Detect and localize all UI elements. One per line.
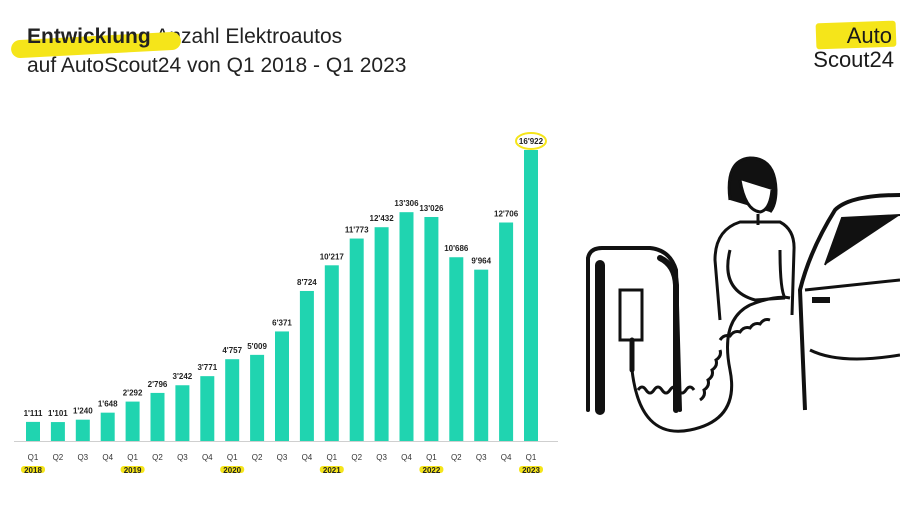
chart-title: Entwicklung Anzahl Elektroautos auf Auto… [10,22,407,80]
bar-16 [424,216,439,441]
title-rest: Anzahl Elektroautos [150,25,343,48]
quarter-label-11: Q4 [302,453,313,462]
value-label-9: 5'009 [247,342,267,351]
bar-11 [299,290,314,441]
quarter-label-12: Q1 [326,453,337,462]
quarter-label-17: Q2 [451,453,462,462]
quarter-label-5: Q2 [152,453,163,462]
car-drawing [797,193,900,411]
year-label-1: 2019 [124,466,142,475]
quarter-label-18: Q3 [476,453,487,462]
bar-8 [225,359,240,441]
value-label-19: 12'706 [494,210,519,219]
bar-3 [100,412,115,441]
bar-10 [275,331,289,441]
logo-line-1: Auto [846,23,892,48]
quarter-label-1: Q2 [53,453,64,462]
woman-drawing [713,156,796,321]
year-highlight-2 [220,466,245,473]
quarter-label-2: Q3 [77,453,88,462]
value-label-4: 2'292 [123,389,143,398]
quarter-label-7: Q4 [202,453,213,462]
value-label-0: 1'111 [24,409,43,418]
bar-13 [349,238,364,441]
value-label-18: 9'964 [471,257,491,266]
bar-18 [474,269,489,441]
quarter-label-6: Q3 [177,453,188,462]
value-label-13: 11'773 [345,226,369,235]
quarter-label-9: Q2 [252,453,263,462]
charging-station-drawing [586,246,682,415]
bar-1 [50,422,65,441]
quarter-label-3: Q4 [102,453,113,462]
year-highlight-5 [519,466,543,473]
year-label-3: 2021 [323,466,341,475]
bar-19 [499,222,514,441]
value-label-3: 1'648 [98,400,118,409]
value-label-5: 2'796 [148,380,168,389]
quarter-label-16: Q1 [426,453,437,462]
value-label-7: 3'771 [197,363,217,372]
value-label-15: 13'306 [394,199,419,208]
logo-line-2: Scout24 [813,47,894,72]
bar-chart: 1'111 Q1 1'101 Q2 1'240 Q3 1'648 Q4 2'292 Q1 2'796… [14,132,558,475]
charging-cable-drawing [630,295,791,433]
value-label-11: 8'724 [297,278,317,287]
year-highlight-1 [120,466,145,473]
value-label-20: 16'922 [519,137,544,146]
bar-6 [175,385,190,441]
value-label-17: 10'686 [444,244,469,253]
bar-14 [374,227,389,441]
autoscout24-logo: Auto Scout24 [790,18,900,74]
bar-4 [125,401,140,441]
title-highlight: Entwicklung [10,25,182,59]
year-label-4: 2022 [423,466,441,475]
title-line-1: Entwicklung Anzahl Elektroautos [10,22,406,59]
quarter-label-10: Q3 [277,453,288,462]
bar-20 [524,150,538,441]
value-label-16: 13'026 [419,204,444,213]
quarter-label-4: Q1 [127,453,138,462]
quarter-label-8: Q1 [227,453,238,462]
bar-0 [26,421,40,441]
value-label-6: 3'242 [173,372,193,381]
year-highlight-3 [319,466,344,473]
quarter-label-14: Q3 [376,453,387,462]
highlight-ring [515,132,547,150]
year-highlight-4 [419,466,444,473]
year-label-5: 2023 [522,466,540,475]
bar-5 [150,392,165,441]
quarter-label-0: Q1 [28,453,39,462]
title-line-2: auf AutoScout24 von Q1 2018 - Q1 2023 [27,54,407,77]
year-highlight-0 [21,466,45,473]
year-label-0: 2018 [24,466,42,475]
value-label-2: 1'240 [73,407,93,416]
bar-7 [200,376,215,441]
bar-12 [324,265,339,441]
quarter-label-13: Q2 [351,453,362,462]
quarter-label-15: Q4 [401,453,412,462]
value-label-10: 6'371 [272,318,292,327]
quarter-label-20: Q1 [526,453,537,462]
quarter-label-19: Q4 [501,453,512,462]
value-label-8: 4'757 [222,346,242,355]
value-label-14: 12'432 [370,214,395,223]
bar-15 [399,212,414,441]
bar-9 [250,354,265,441]
year-label-2: 2020 [223,466,241,475]
title-highlight-text: Entwicklung [27,25,151,48]
bar-2 [75,419,90,441]
bar-17 [449,257,464,441]
value-label-1: 1'101 [48,409,68,418]
value-label-12: 10'217 [320,252,345,261]
illustration-charging-car [586,156,900,433]
